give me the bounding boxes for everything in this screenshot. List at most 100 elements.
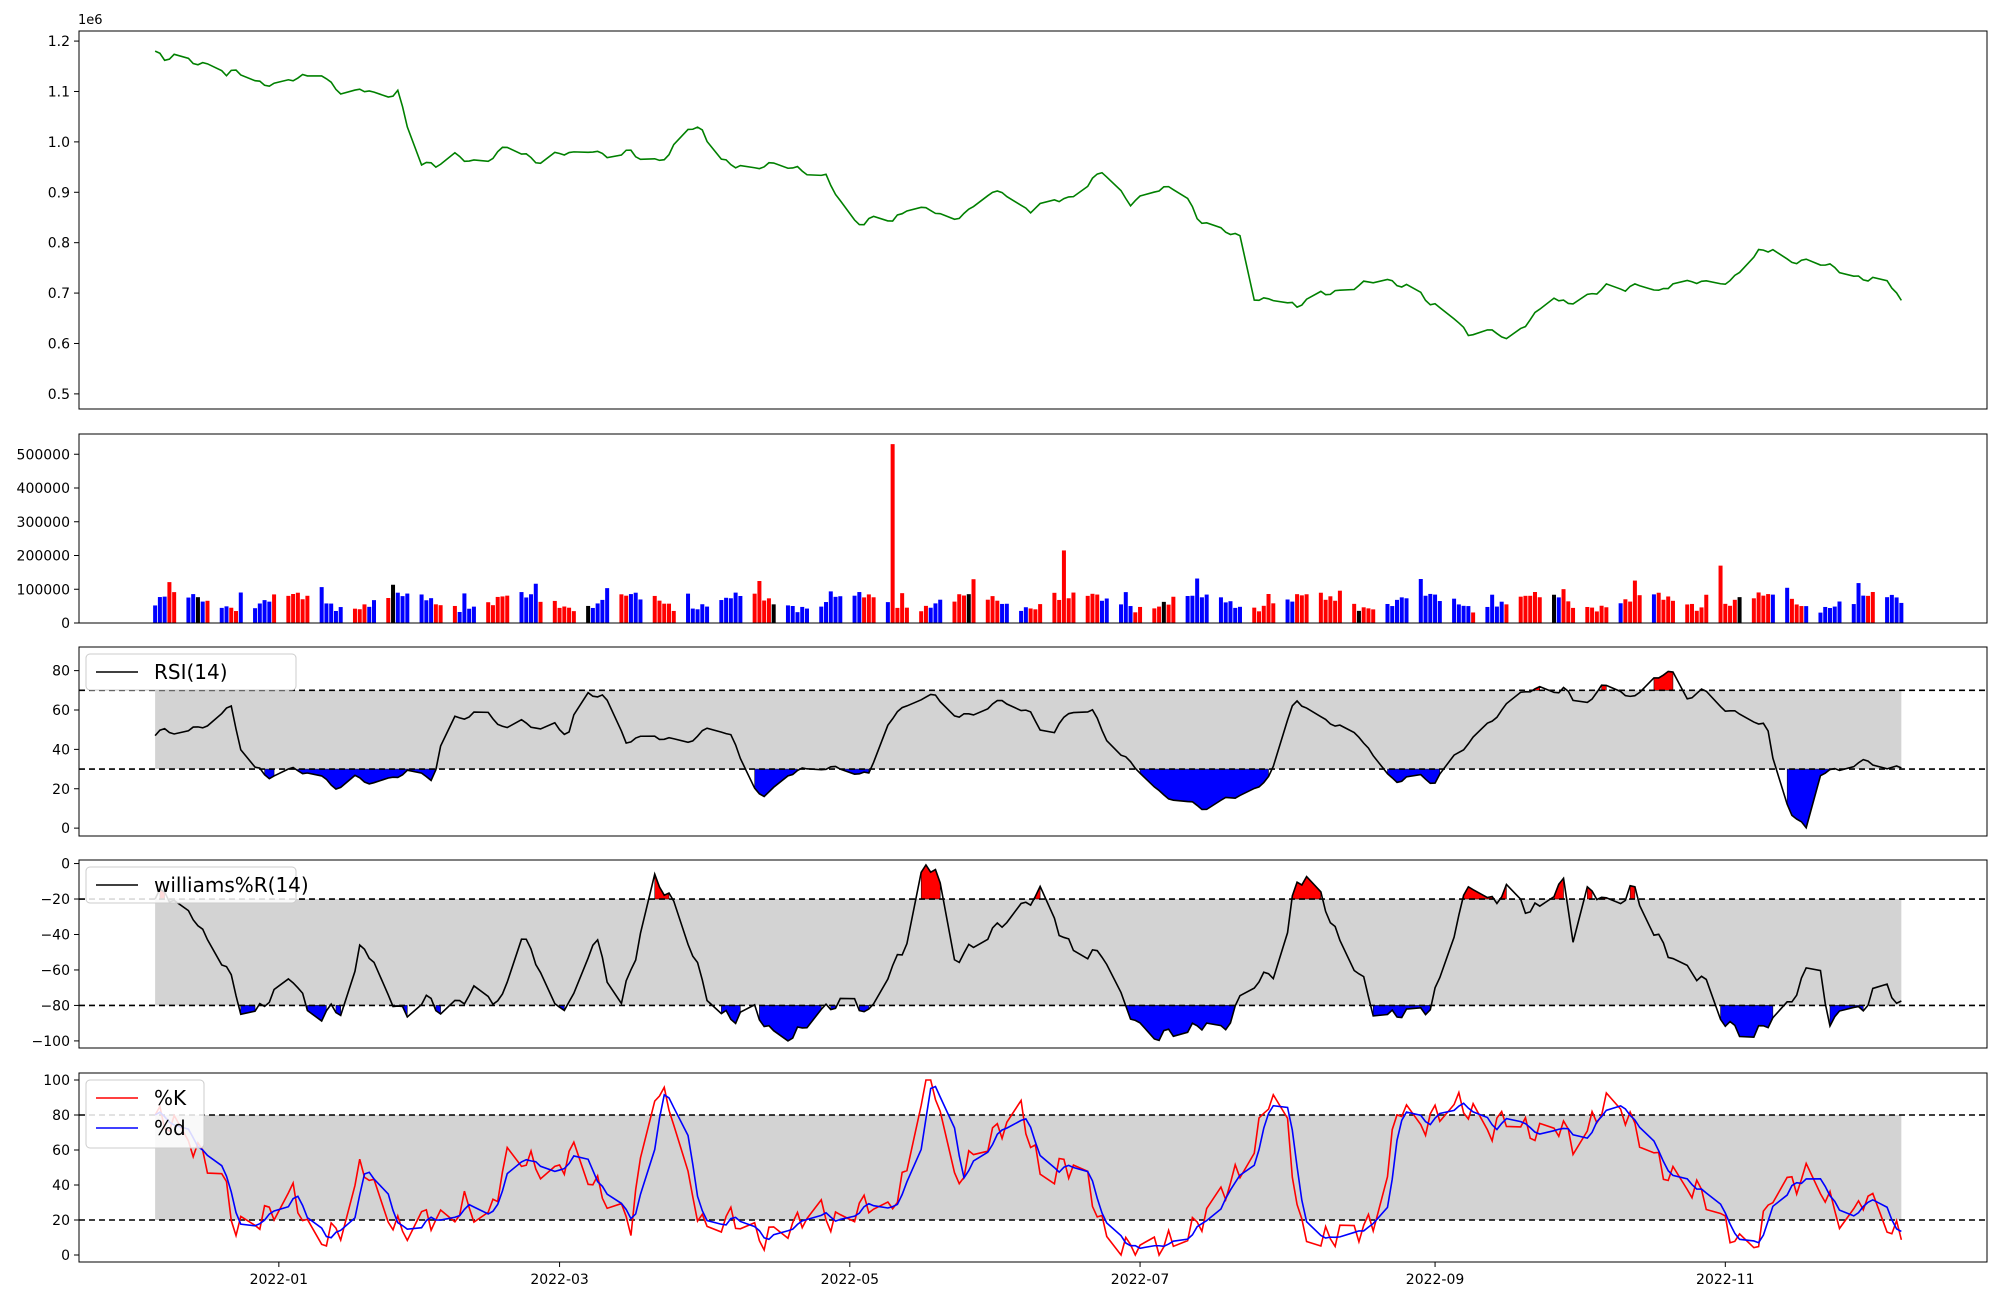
volume-bar <box>452 605 457 623</box>
volume-bar <box>690 608 695 623</box>
volume-bar <box>995 600 1000 623</box>
volume-bar <box>1818 612 1823 623</box>
volume-bar <box>529 594 534 623</box>
volume-bar <box>533 583 538 623</box>
volume-bar <box>1290 601 1295 623</box>
y-tick-label: 0.8 <box>48 236 70 252</box>
volume-bar <box>619 594 624 623</box>
volume-bar <box>966 594 971 623</box>
y-tick-label: 200000 <box>17 549 70 565</box>
volume-bar <box>1590 607 1595 623</box>
volume-bar <box>352 608 357 623</box>
volume-bar <box>1804 606 1809 623</box>
volume-bar <box>1433 594 1438 623</box>
volume-bar <box>490 605 495 623</box>
volume-bar <box>324 603 329 623</box>
volume-bar <box>1789 598 1794 623</box>
y-tick-label: 80 <box>52 664 70 680</box>
volume-bar <box>757 581 762 623</box>
indicator-line <box>154 670 1902 830</box>
oversold-fill <box>1139 768 1269 810</box>
volume-bar <box>628 594 633 623</box>
volume-bar <box>338 607 343 623</box>
volume-bar <box>1827 608 1832 623</box>
volume-bar <box>900 593 905 623</box>
volume-bar <box>1095 594 1100 623</box>
volume-bar <box>1318 592 1323 623</box>
volume-bar <box>695 609 700 623</box>
volume-bar <box>838 596 843 623</box>
y-tick-label: 1.1 <box>48 84 70 100</box>
volume-bar <box>1670 600 1675 623</box>
volume-bar <box>538 601 543 623</box>
volume-bar <box>238 592 243 623</box>
volume-bar <box>1033 609 1038 623</box>
threshold-band <box>155 899 1902 1006</box>
volume-bar <box>172 592 177 623</box>
volume-bar <box>1485 606 1490 623</box>
volume-bar <box>705 606 710 623</box>
y-tick-label: 0 <box>61 857 70 873</box>
volume-bar <box>738 595 743 623</box>
volume-bar <box>357 609 362 623</box>
volume-bar <box>505 595 510 623</box>
volume-bar <box>1119 604 1124 623</box>
volume-bar <box>1452 598 1457 623</box>
x-tick-label: 2022-05 <box>821 1272 880 1288</box>
volume-bar <box>1390 606 1395 623</box>
volume-bar <box>1190 595 1195 623</box>
volume-bar <box>752 593 757 623</box>
volume-bar <box>1233 607 1238 623</box>
volume-bar <box>1371 609 1376 623</box>
volume-bar <box>571 611 576 623</box>
volume-bar <box>1399 597 1404 623</box>
volume-bar <box>219 607 224 623</box>
volume-bar <box>1885 597 1890 623</box>
price-panel: 0.5 0.6 0.7 0.8 0.9 1.0 1.1 1.2 <box>48 30 1988 410</box>
volume-bar <box>1585 606 1590 623</box>
volume-bar <box>804 608 809 623</box>
volume-bar <box>719 600 724 623</box>
volume-bar <box>890 444 895 623</box>
volume-bar <box>985 599 990 623</box>
volume-bar <box>590 607 595 623</box>
volume-bar <box>305 595 310 623</box>
y-tick-label: −20 <box>40 892 70 908</box>
volume-bar <box>1599 605 1604 623</box>
volume-bar <box>253 608 258 623</box>
volume-bar <box>766 598 771 623</box>
volume-bar <box>1323 599 1328 623</box>
volume-bar <box>1689 603 1694 623</box>
volume-bar <box>500 596 505 623</box>
volume-bar <box>962 595 967 623</box>
volume-bar <box>819 606 824 623</box>
volume-bar <box>1870 591 1875 623</box>
volume-bar <box>971 579 976 623</box>
volume-bar <box>1637 595 1642 623</box>
volume-bar <box>1071 592 1076 623</box>
volume-bar <box>1299 595 1304 623</box>
volume-bar <box>1394 599 1399 623</box>
volume-bar <box>1437 601 1442 623</box>
volume-bar <box>400 596 405 623</box>
legend-label: williams%R(14) <box>154 873 309 897</box>
volume-bar <box>272 594 277 623</box>
volume-bar <box>1295 594 1300 623</box>
volume-bar <box>1252 607 1257 623</box>
volume-bar <box>828 591 833 623</box>
volume-bar <box>1628 601 1633 623</box>
volume-bar <box>923 605 928 623</box>
volume-bar <box>1237 606 1242 623</box>
volume-bar <box>724 597 729 623</box>
volume-bar <box>833 596 838 623</box>
volume-bar <box>671 610 676 623</box>
volume-bar <box>1133 612 1138 623</box>
volume-bar <box>267 601 272 623</box>
volume-bar <box>524 597 529 623</box>
y-tick-label: 60 <box>52 703 70 719</box>
volume-bar <box>1799 606 1804 623</box>
volume-bar <box>257 603 262 623</box>
indicator-line <box>154 863 1902 1042</box>
volume-bar <box>1656 592 1661 623</box>
volume-bar <box>1466 606 1471 623</box>
